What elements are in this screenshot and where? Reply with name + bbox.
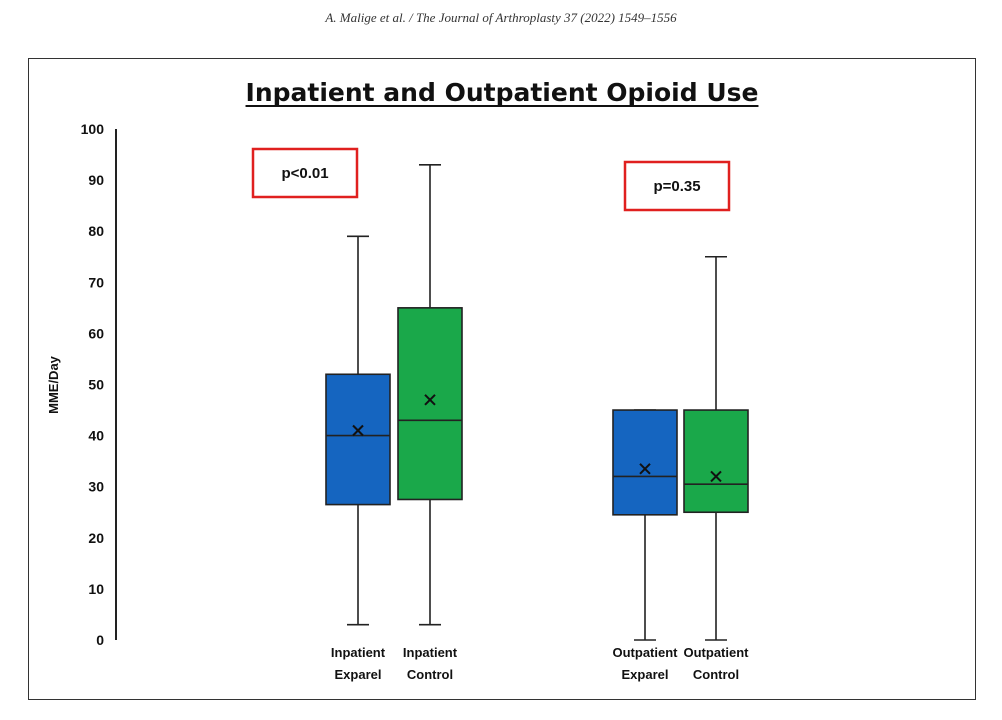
- y-tick-label: 60: [88, 325, 104, 341]
- category-label: Inpatient: [331, 645, 386, 660]
- box-series: p<0.01InpatientExparelInpatientControlp=…: [251, 147, 750, 682]
- box-group-1: p<0.01 Inpatient Exparel Inpatient Control: [251, 147, 463, 682]
- category-label: Outpatient: [613, 645, 679, 660]
- y-axis-label: MME/Day: [46, 355, 61, 414]
- chart-frame: [28, 58, 976, 700]
- mean-marker: [424, 394, 436, 406]
- p-value-label: p<0.01: [281, 165, 328, 182]
- iqr-box: [612, 409, 678, 516]
- y-tick-label: 70: [88, 274, 104, 290]
- y-tick-label: 50: [88, 377, 104, 393]
- mean-marker: [639, 463, 651, 475]
- iqr-box: [683, 409, 749, 514]
- mean-marker: [710, 470, 722, 483]
- y-tick-label: 90: [88, 172, 104, 188]
- p-value-box: [251, 147, 359, 199]
- y-axis-ticks: 0 10 20 30 40 50 60 70 80 90 100: [81, 121, 105, 648]
- y-tick-label: 30: [88, 479, 104, 495]
- journal-citation: A. Malige et al. / The Journal of Arthro…: [325, 10, 677, 25]
- box-1-1: Inpatient Exparel: [325, 235, 391, 682]
- y-tick-label: 100: [81, 121, 105, 137]
- box-1-2: Inpatient Control: [397, 163, 463, 682]
- category-label: Inpatient: [403, 645, 458, 660]
- y-tick-label: 0: [96, 632, 104, 648]
- iqr-box: [397, 307, 463, 501]
- category-label: Control: [407, 667, 453, 682]
- y-tick-label: 10: [88, 581, 104, 597]
- p-value-label: p=0.35: [653, 178, 700, 195]
- box-group-2: p=0.35 Outpatient Exparel Outpatient Control: [612, 160, 750, 682]
- box-2-2: Outpatient Control: [683, 255, 750, 682]
- category-label: Control: [693, 667, 739, 682]
- y-tick-label: 40: [88, 428, 104, 444]
- box-2-1: Outpatient Exparel: [612, 409, 679, 682]
- iqr-box: [325, 373, 391, 506]
- y-tick-label: 80: [88, 223, 104, 239]
- category-label: Exparel: [335, 667, 382, 682]
- category-label: Exparel: [622, 667, 669, 682]
- p-value-box: [623, 160, 731, 212]
- y-tick-label: 20: [88, 530, 104, 546]
- mean-marker: [352, 424, 364, 437]
- chart-title: Inpatient and Outpatient Opioid Use: [246, 78, 759, 107]
- category-label: Outpatient: [684, 645, 750, 660]
